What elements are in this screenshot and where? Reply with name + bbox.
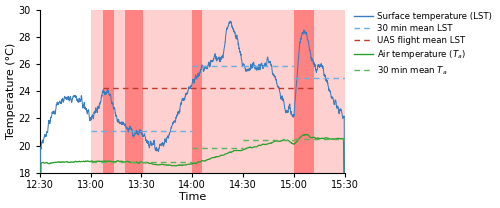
Bar xyxy=(294,10,344,173)
Bar xyxy=(102,10,115,173)
Bar xyxy=(192,10,243,173)
Bar xyxy=(294,10,314,173)
Bar xyxy=(90,10,142,173)
X-axis label: Time: Time xyxy=(178,192,206,202)
Y-axis label: Temperature (°C): Temperature (°C) xyxy=(6,43,16,139)
Bar xyxy=(142,10,192,173)
Bar xyxy=(124,10,143,173)
Legend: Surface temperature (LST), 30 min mean LST, UAS flight mean LST, Air temperature: Surface temperature (LST), 30 min mean L… xyxy=(352,11,494,79)
Bar xyxy=(243,10,294,173)
Bar xyxy=(192,10,202,173)
